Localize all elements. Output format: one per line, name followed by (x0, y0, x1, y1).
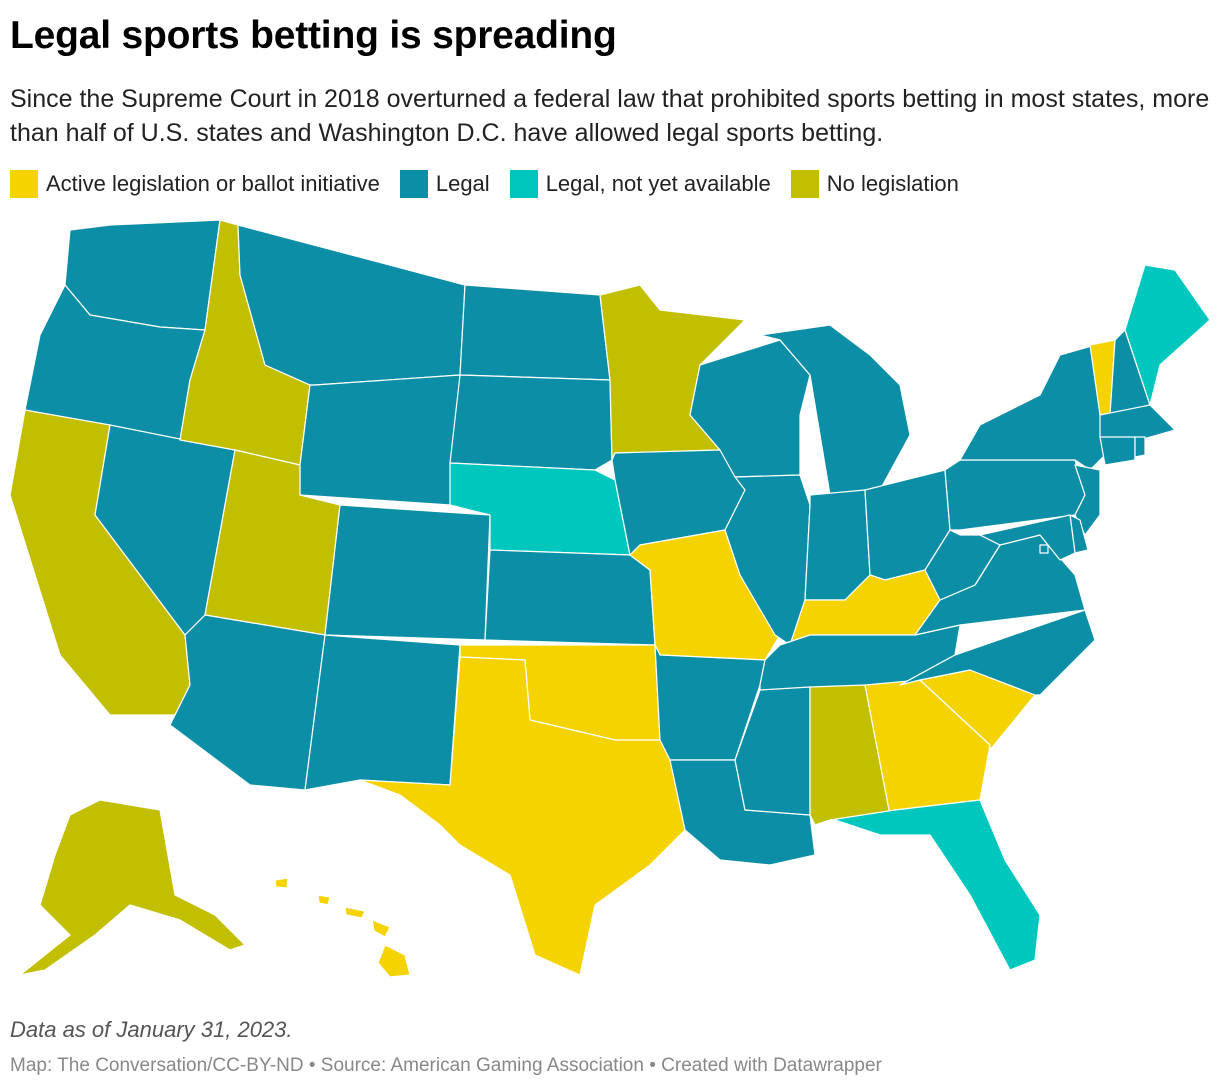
legend-item-none: No legislation (790, 170, 959, 198)
chart-title: Legal sports betting is spreading (10, 14, 617, 57)
state-AK[interactable] (19, 799, 246, 976)
state-RI[interactable] (1134, 436, 1146, 458)
legend-label-legal-not-yet: Legal, not yet available (545, 171, 771, 196)
state-WY[interactable] (299, 374, 461, 506)
state-HI-3[interactable] (344, 906, 366, 919)
state-MO[interactable] (629, 529, 781, 661)
state-NY[interactable] (959, 344, 1106, 471)
state-MT[interactable] (237, 224, 466, 386)
state-AR[interactable] (654, 644, 766, 761)
state-NJ[interactable] (1074, 464, 1101, 536)
state-MS[interactable] (734, 686, 811, 816)
state-CT[interactable] (1099, 436, 1136, 466)
state-HI-4[interactable] (371, 919, 391, 938)
legend-item-legal: Legal (399, 170, 490, 198)
legend-item-active: Active legislation or ballot initiative (10, 170, 380, 198)
legend-swatch-legal-not-yet (509, 170, 538, 198)
state-TN[interactable] (759, 624, 961, 691)
state-MI[interactable] (759, 324, 911, 496)
legend-label-none: No legislation (826, 171, 959, 196)
state-TX[interactable] (359, 656, 686, 976)
state-ND[interactable] (459, 284, 611, 381)
legend-item-legal-not-yet: Legal, not yet available (509, 170, 771, 198)
state-IN[interactable] (804, 489, 871, 601)
state-MA[interactable] (1099, 404, 1176, 441)
state-DC[interactable] (1039, 544, 1049, 554)
chart-subtitle: Since the Supreme Court in 2018 overturn… (10, 85, 1210, 147)
state-HI-5[interactable] (377, 944, 411, 978)
state-AZ[interactable] (169, 614, 326, 791)
legend-swatch-legal (399, 170, 428, 198)
state-MD[interactable] (979, 514, 1076, 561)
state-KS[interactable] (484, 549, 656, 646)
state-IL[interactable] (724, 474, 811, 646)
footer-credits: Map: The Conversation/CC-BY-ND • Source:… (10, 1055, 882, 1076)
state-CO[interactable] (324, 504, 491, 641)
legend: Active legislation or ballot initiative … (10, 170, 959, 198)
state-HI-1[interactable] (274, 877, 289, 889)
legend-swatch-active (10, 170, 38, 198)
state-FL[interactable] (829, 799, 1041, 971)
us-map (0, 215, 1220, 995)
data-note: Data as of January 31, 2023. (10, 1017, 293, 1042)
state-HI-2[interactable] (317, 894, 331, 906)
state-NC[interactable] (899, 609, 1096, 696)
legend-swatch-none (790, 170, 819, 198)
legend-label-active: Active legislation or ballot initiative (46, 171, 380, 196)
state-NM[interactable] (304, 634, 461, 791)
state-SD[interactable] (449, 374, 613, 471)
legend-label-legal: Legal (435, 171, 490, 196)
